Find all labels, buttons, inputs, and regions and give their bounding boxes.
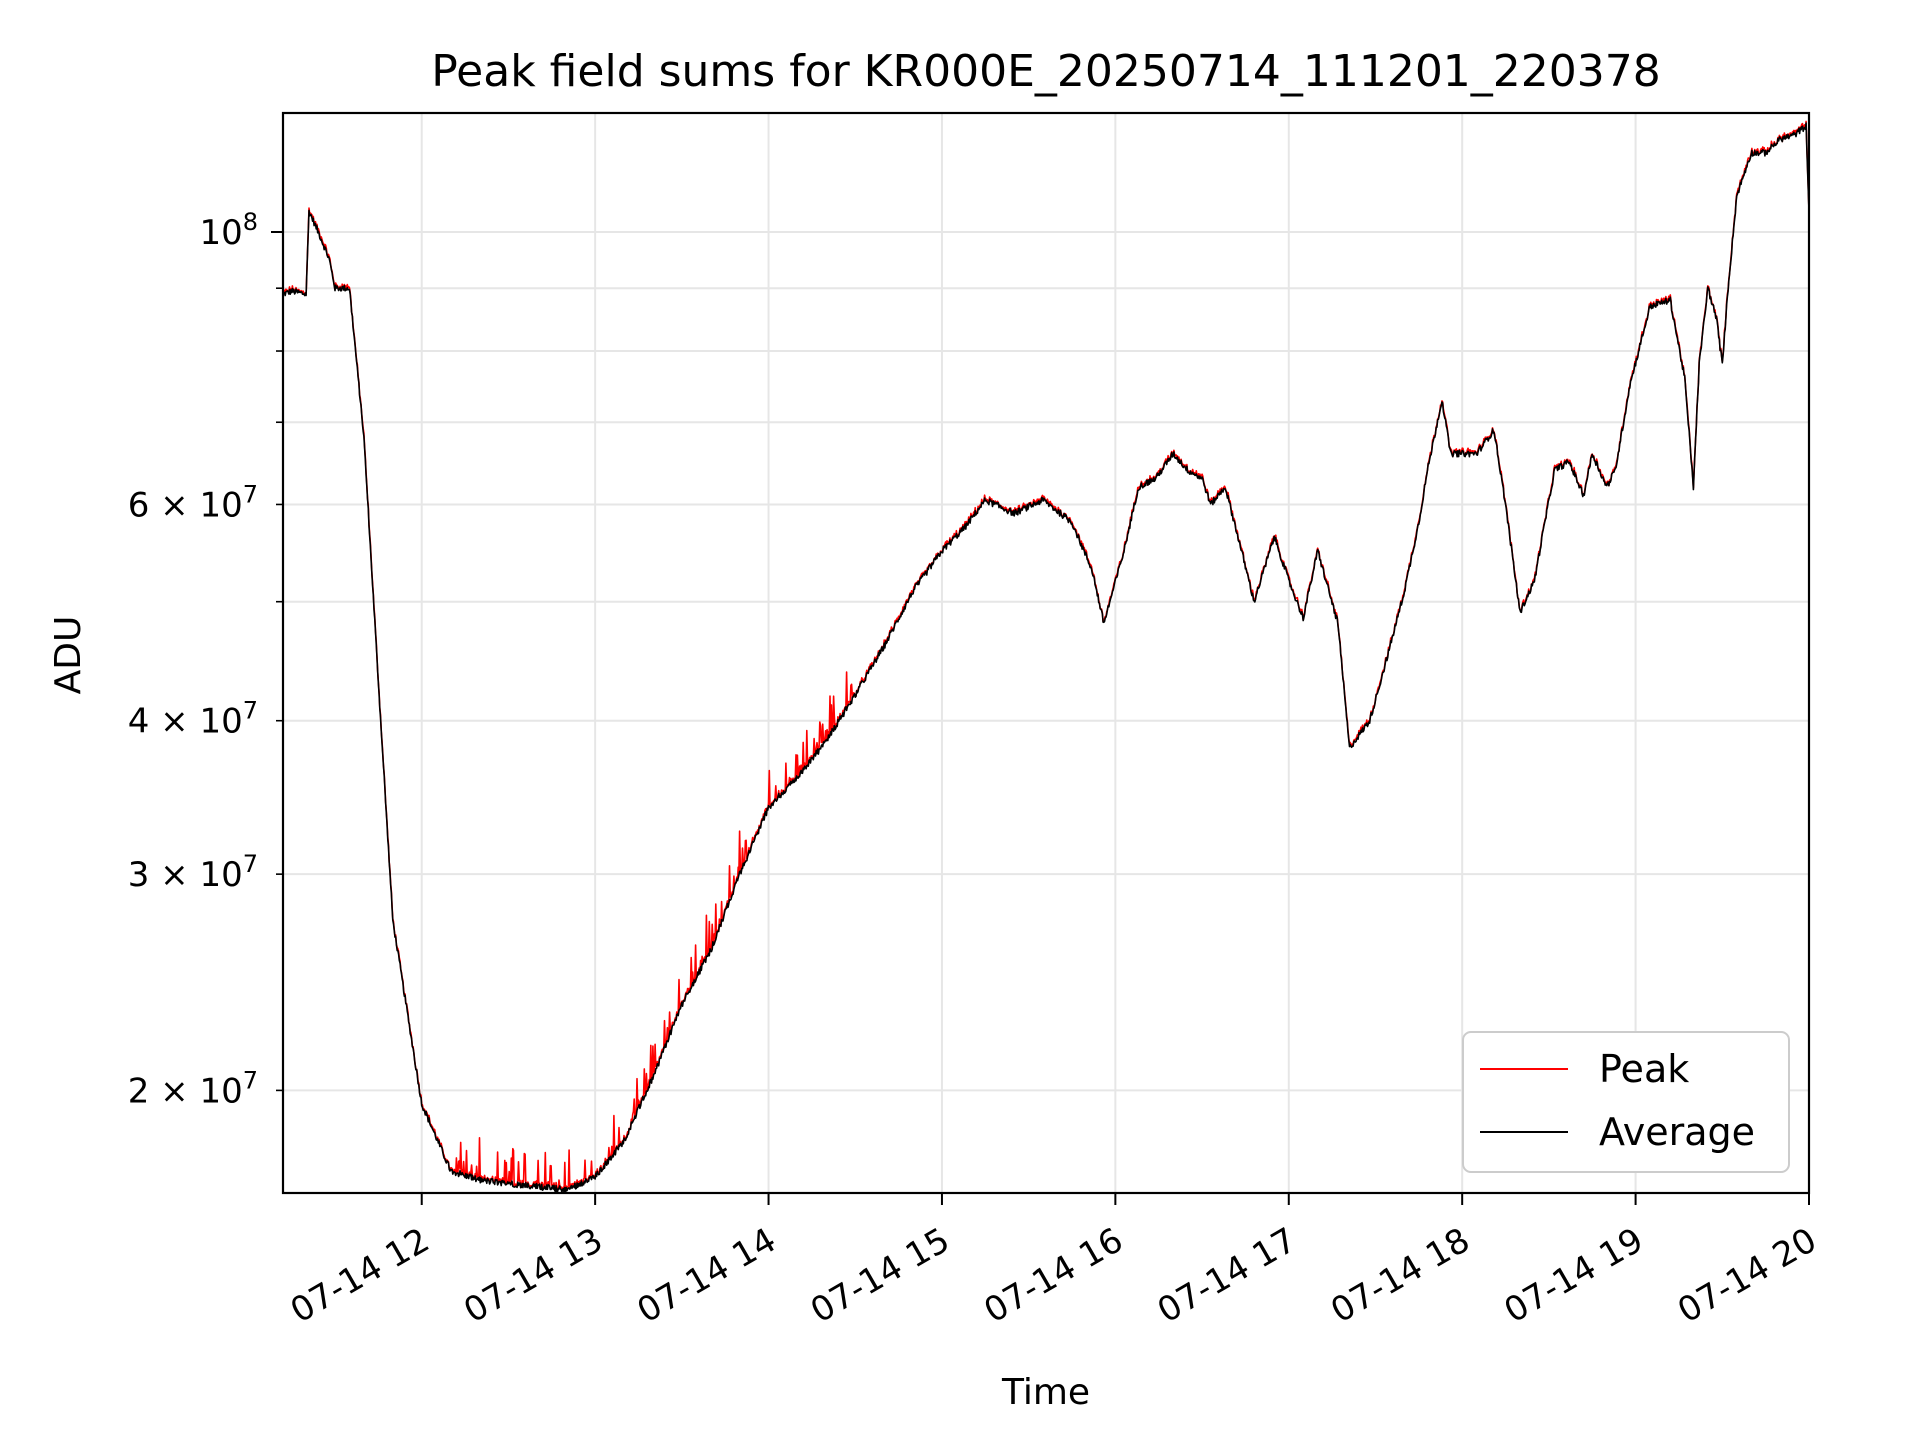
y-tick-label: 6 × 107 xyxy=(128,480,258,525)
legend-box xyxy=(1462,1031,1790,1173)
chart-title: Peak field sums for KR000E_20250714_1112… xyxy=(431,46,1661,97)
legend: Peak Average xyxy=(1462,1031,1790,1173)
x-axis-title: Time xyxy=(1001,1372,1090,1413)
y-tick-label: 2 × 107 xyxy=(128,1066,258,1111)
plot-frame xyxy=(281,111,1811,1195)
series-layer xyxy=(282,120,1810,1194)
series-average-line xyxy=(282,122,1810,1194)
legend-average-label: Average xyxy=(1599,1110,1755,1154)
y-axis-title: ADU xyxy=(48,616,89,695)
y-tick-label: 4 × 107 xyxy=(128,697,258,742)
legend-peak-label: Peak xyxy=(1599,1047,1689,1091)
y-tick-label: 108 xyxy=(199,208,258,253)
y-tick-label: 3 × 107 xyxy=(128,850,258,895)
